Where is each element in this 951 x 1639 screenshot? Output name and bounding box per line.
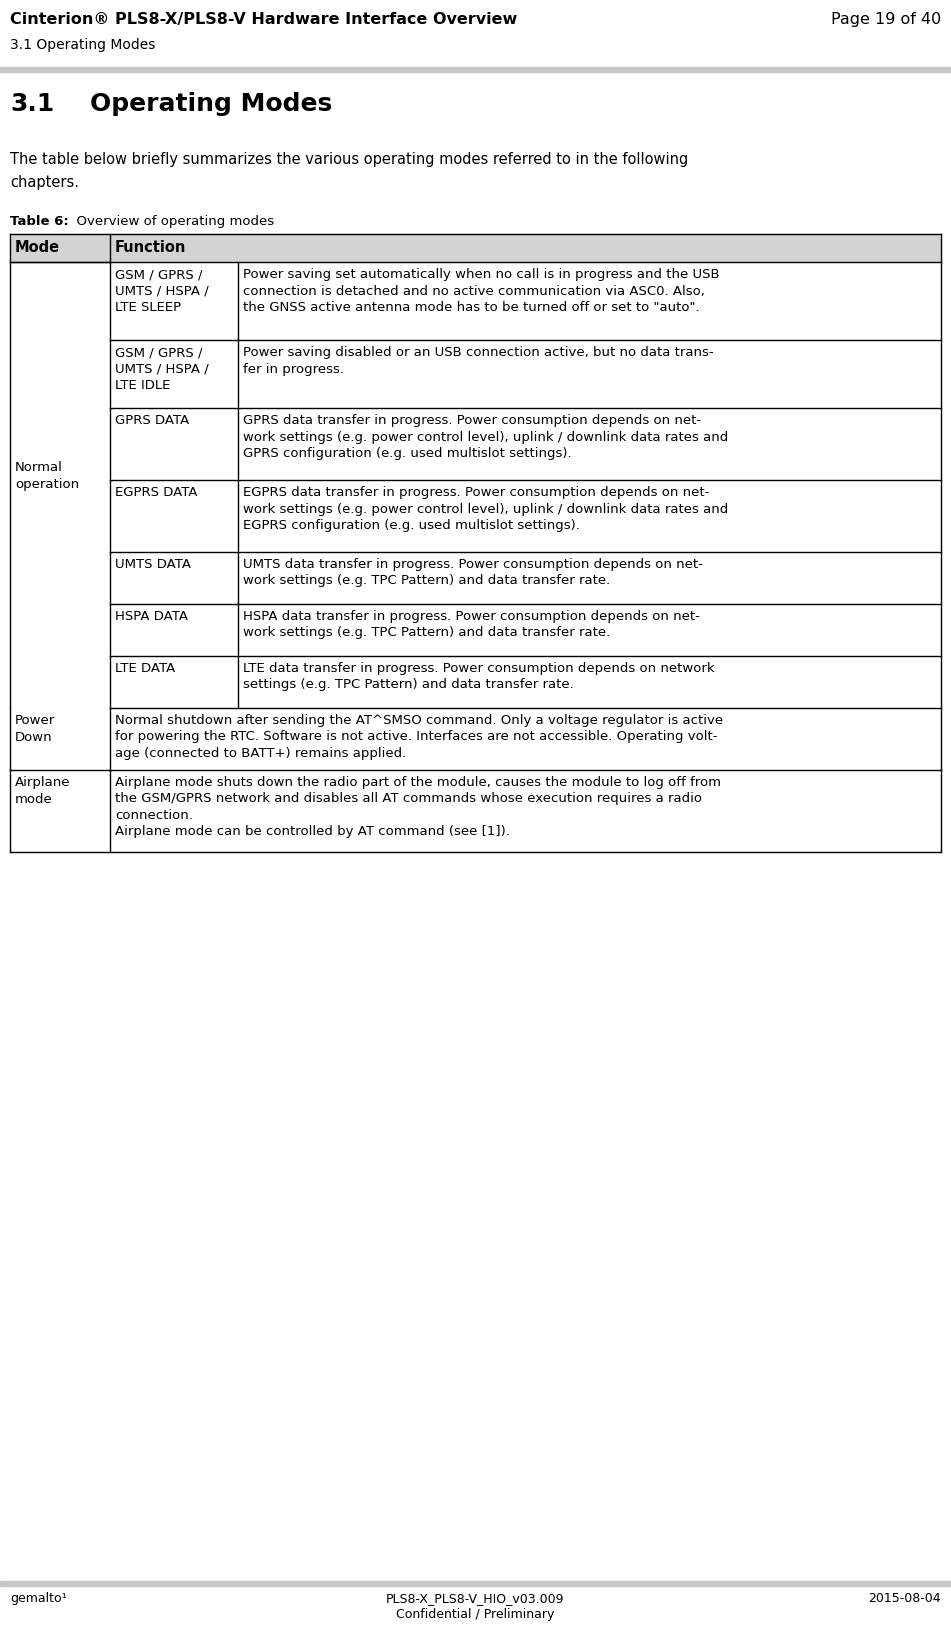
Text: LTE DATA: LTE DATA bbox=[115, 662, 175, 675]
Text: Page 19 of 40: Page 19 of 40 bbox=[831, 11, 941, 26]
Text: Normal shutdown after sending the AT^SMSO command. Only a voltage regulator is a: Normal shutdown after sending the AT^SMS… bbox=[115, 713, 723, 759]
Bar bbox=[238, 605, 941, 657]
Text: GSM / GPRS /
UMTS / HSPA /
LTE IDLE: GSM / GPRS / UMTS / HSPA / LTE IDLE bbox=[115, 346, 209, 392]
Text: Overview of operating modes: Overview of operating modes bbox=[68, 215, 274, 228]
Text: 3.1 Operating Modes: 3.1 Operating Modes bbox=[10, 38, 155, 52]
Bar bbox=[10, 770, 941, 852]
Text: Cinterion® PLS8-X/PLS8-V Hardware Interface Overview: Cinterion® PLS8-X/PLS8-V Hardware Interf… bbox=[10, 11, 517, 26]
Text: gemalto¹: gemalto¹ bbox=[10, 1591, 67, 1605]
Text: Power saving set automatically when no call is in progress and the USB
connectio: Power saving set automatically when no c… bbox=[243, 267, 720, 313]
Text: PLS8-X_PLS8-V_HIO_v03.009: PLS8-X_PLS8-V_HIO_v03.009 bbox=[386, 1591, 564, 1605]
Text: EGPRS data transfer in progress. Power consumption depends on net-
work settings: EGPRS data transfer in progress. Power c… bbox=[243, 485, 728, 531]
Bar bbox=[238, 657, 941, 708]
Text: Normal
operation: Normal operation bbox=[15, 461, 79, 490]
Bar bbox=[110, 408, 238, 480]
Bar bbox=[110, 480, 238, 552]
Bar bbox=[238, 552, 941, 605]
Text: Airplane
mode: Airplane mode bbox=[15, 775, 70, 805]
Bar bbox=[0, 67, 951, 74]
Text: chapters.: chapters. bbox=[10, 175, 79, 190]
Bar bbox=[238, 408, 941, 480]
Bar bbox=[110, 262, 238, 341]
Text: GPRS DATA: GPRS DATA bbox=[115, 413, 189, 426]
Text: UMTS data transfer in progress. Power consumption depends on net-
work settings : UMTS data transfer in progress. Power co… bbox=[243, 557, 703, 587]
Bar bbox=[10, 708, 941, 770]
Text: Function: Function bbox=[115, 239, 186, 254]
Text: UMTS DATA: UMTS DATA bbox=[115, 557, 191, 570]
Text: GSM / GPRS /
UMTS / HSPA /
LTE SLEEP: GSM / GPRS / UMTS / HSPA / LTE SLEEP bbox=[115, 267, 209, 313]
Text: EGPRS DATA: EGPRS DATA bbox=[115, 485, 198, 498]
Text: Mode: Mode bbox=[15, 239, 60, 254]
Text: Operating Modes: Operating Modes bbox=[90, 92, 332, 116]
Bar bbox=[10, 234, 941, 262]
Bar bbox=[110, 552, 238, 605]
Bar bbox=[238, 480, 941, 552]
Bar bbox=[110, 605, 238, 657]
Text: 2015-08-04: 2015-08-04 bbox=[868, 1591, 941, 1605]
Text: Power saving disabled or an USB connection active, but no data trans-
fer in pro: Power saving disabled or an USB connecti… bbox=[243, 346, 713, 375]
Bar bbox=[238, 341, 941, 408]
Text: Power
Down: Power Down bbox=[15, 713, 55, 744]
Text: 3.1: 3.1 bbox=[10, 92, 54, 116]
Text: The table below briefly summarizes the various operating modes referred to in th: The table below briefly summarizes the v… bbox=[10, 152, 689, 167]
Bar bbox=[110, 657, 238, 708]
Text: HSPA data transfer in progress. Power consumption depends on net-
work settings : HSPA data transfer in progress. Power co… bbox=[243, 610, 700, 639]
Bar bbox=[10, 262, 110, 708]
Text: LTE data transfer in progress. Power consumption depends on network
settings (e.: LTE data transfer in progress. Power con… bbox=[243, 662, 714, 692]
Bar bbox=[0, 1582, 951, 1587]
Text: Airplane mode shuts down the radio part of the module, causes the module to log : Airplane mode shuts down the radio part … bbox=[115, 775, 721, 838]
Text: HSPA DATA: HSPA DATA bbox=[115, 610, 188, 623]
Bar bbox=[110, 341, 238, 408]
Text: Confidential / Preliminary: Confidential / Preliminary bbox=[396, 1606, 554, 1619]
Text: Table 6:: Table 6: bbox=[10, 215, 68, 228]
Bar bbox=[238, 262, 941, 341]
Text: GPRS data transfer in progress. Power consumption depends on net-
work settings : GPRS data transfer in progress. Power co… bbox=[243, 413, 728, 459]
